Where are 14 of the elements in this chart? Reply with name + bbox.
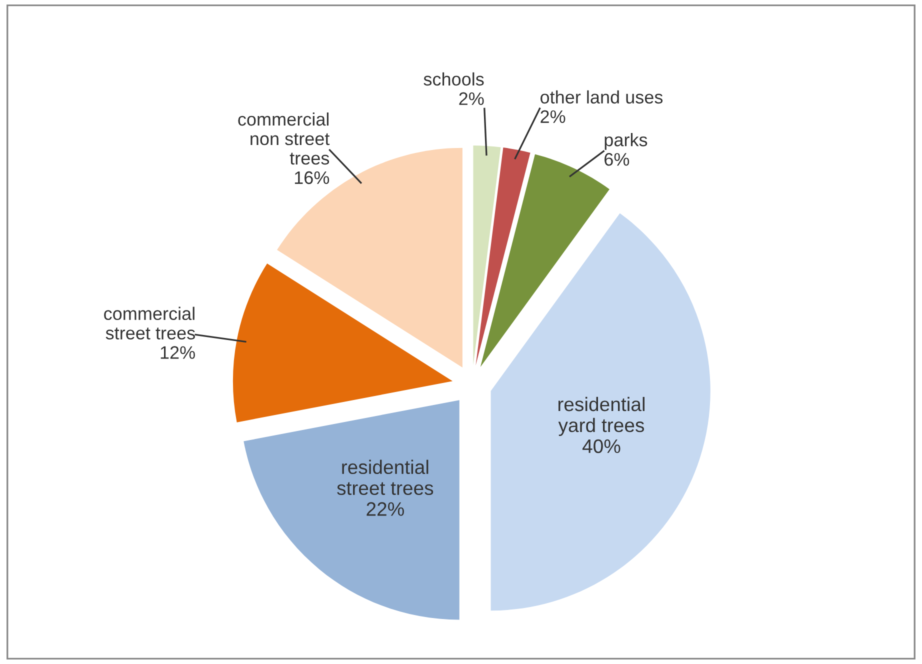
slice-label: residential yard trees [558, 396, 645, 436]
slice-label: other land uses [540, 90, 663, 104]
data-label: 22% [366, 502, 404, 516]
data-label: 2% [540, 110, 566, 123]
data-label: 2% [459, 92, 484, 106]
slice-label: parks [604, 133, 648, 150]
slice-label: commercial non street trees [238, 112, 330, 165]
data-label: 16% [294, 171, 330, 184]
slice-label: residential street trees [337, 460, 434, 496]
slice-label: schools [424, 72, 484, 86]
data-label: 6% [604, 152, 630, 166]
data-label: 40% [582, 439, 620, 454]
slice-label: commercial street trees [104, 306, 195, 340]
data-label: 12% [160, 346, 195, 359]
